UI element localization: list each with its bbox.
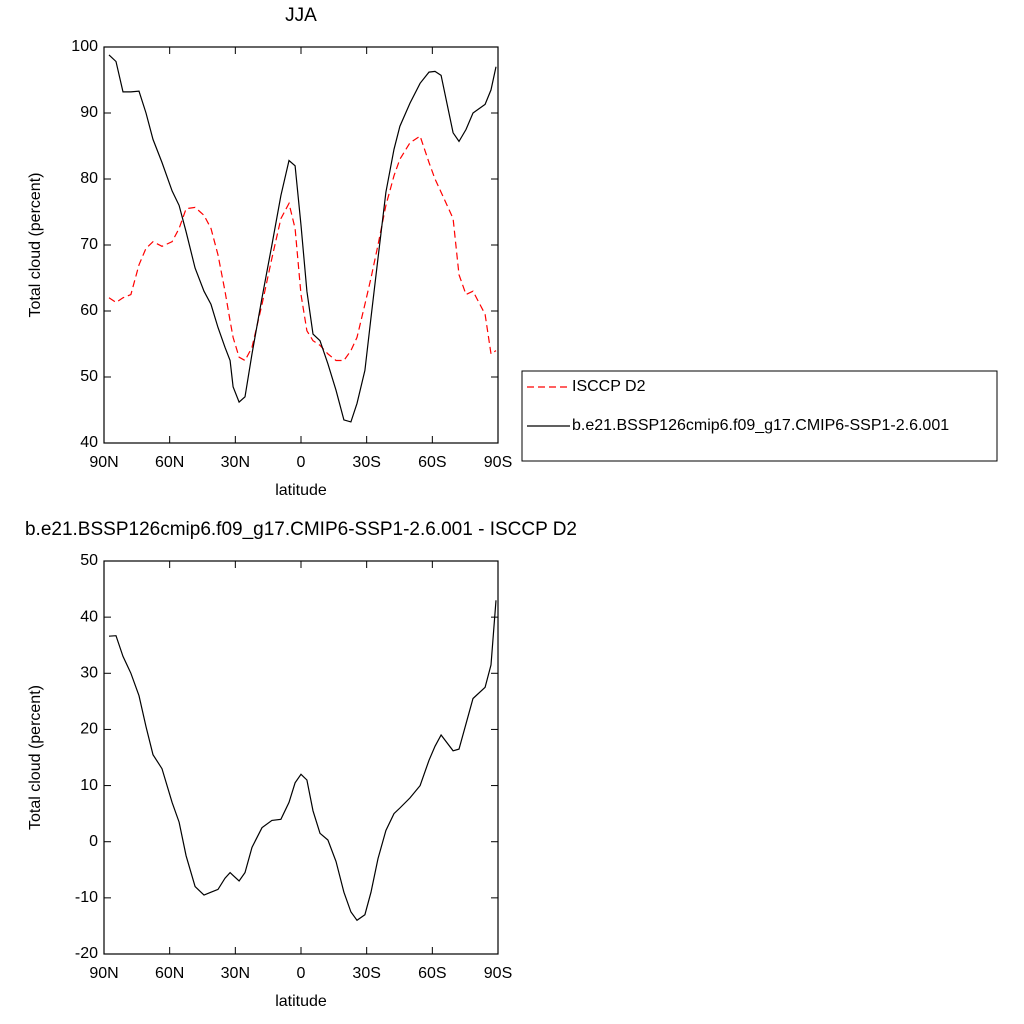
y-tick-label: 90 xyxy=(80,104,98,121)
legend-box xyxy=(521,370,998,462)
x-axis-label: latitude xyxy=(275,993,327,1010)
x-tick-label: 30S xyxy=(352,965,380,982)
legend-label: b.e21.BSSP126cmip6.f09_g17.CMIP6-SSP1-2.… xyxy=(572,417,949,434)
y-tick-label: 100 xyxy=(71,38,98,55)
chart-title: b.e21.BSSP126cmip6.f09_g17.CMIP6-SSP1-2.… xyxy=(25,519,577,540)
x-tick-label: 60N xyxy=(155,454,184,471)
x-tick-label: 0 xyxy=(297,965,306,982)
x-tick-label: 30S xyxy=(352,454,380,471)
x-tick-label: 90S xyxy=(484,454,512,471)
y-tick-label: 0 xyxy=(89,833,98,850)
data-line xyxy=(108,600,497,922)
y-axis-label: Total cloud (percent) xyxy=(27,685,44,830)
y-tick-label: 70 xyxy=(80,236,98,253)
x-tick-label: 90S xyxy=(484,965,512,982)
y-tick-label: 20 xyxy=(80,721,98,738)
x-tick-label: 0 xyxy=(297,454,306,471)
y-tick-label: -20 xyxy=(75,945,98,962)
x-tick-label: 90N xyxy=(89,454,118,471)
y-tick-label: 40 xyxy=(80,434,98,451)
y-tick-label: 10 xyxy=(80,777,98,794)
y-tick-label: 50 xyxy=(80,368,98,385)
y-axis-label: Total cloud (percent) xyxy=(27,173,44,318)
x-axis-label: latitude xyxy=(275,482,327,499)
y-tick-label: 40 xyxy=(80,608,98,625)
y-tick-label: -10 xyxy=(75,889,98,906)
x-tick-label: 60S xyxy=(418,965,446,982)
data-line xyxy=(108,54,497,423)
data-line xyxy=(108,135,497,362)
x-tick-label: 30N xyxy=(221,454,250,471)
x-tick-label: 60S xyxy=(418,454,446,471)
y-tick-label: 80 xyxy=(80,170,98,187)
y-tick-label: 60 xyxy=(80,302,98,319)
plot-frame xyxy=(103,46,499,444)
legend-label: ISCCP D2 xyxy=(572,378,646,395)
x-tick-label: 30N xyxy=(221,965,250,982)
chart-title: JJA xyxy=(285,5,317,26)
plot-frame xyxy=(103,560,499,955)
x-tick-label: 90N xyxy=(89,965,118,982)
y-tick-label: 50 xyxy=(80,552,98,569)
y-tick-label: 30 xyxy=(80,665,98,682)
x-tick-label: 60N xyxy=(155,965,184,982)
